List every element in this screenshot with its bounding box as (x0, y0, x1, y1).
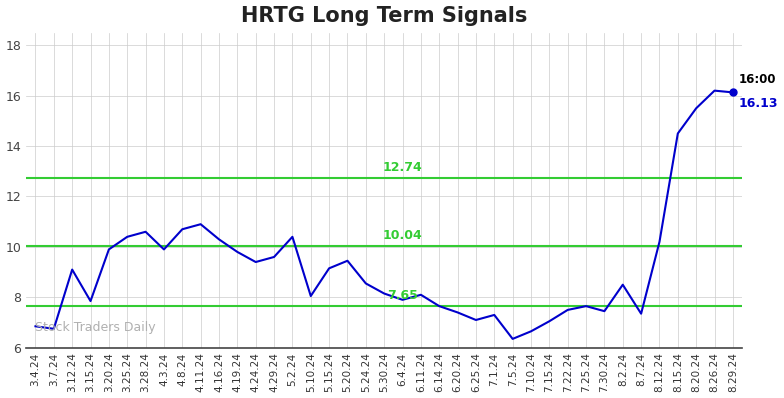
Text: 16.13: 16.13 (739, 98, 778, 110)
Text: 16:00: 16:00 (739, 73, 776, 86)
Text: 7.65: 7.65 (387, 289, 418, 302)
Text: 12.74: 12.74 (383, 161, 423, 174)
Text: Stock Traders Daily: Stock Traders Daily (35, 321, 156, 334)
Title: HRTG Long Term Signals: HRTG Long Term Signals (241, 6, 528, 25)
Text: 10.04: 10.04 (383, 229, 423, 242)
